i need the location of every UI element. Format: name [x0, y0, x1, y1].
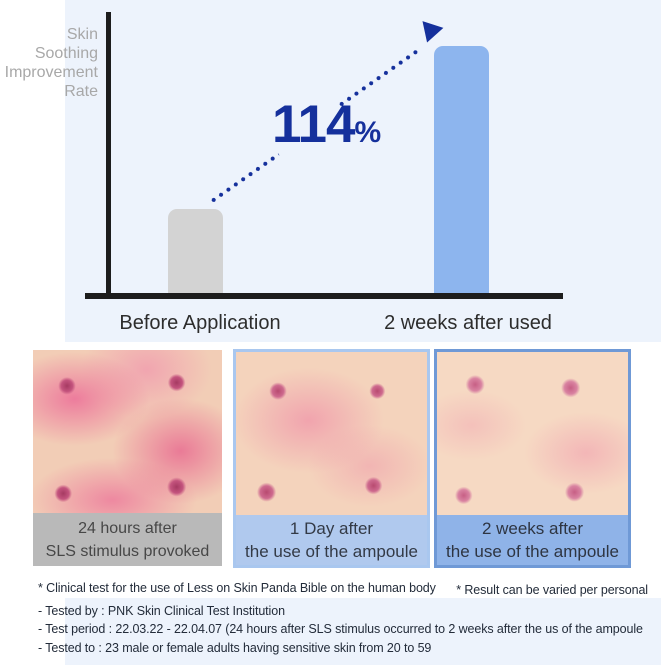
x-label-before-application: Before Application	[119, 312, 281, 334]
y-axis-label: Skin Soothing Improvement Rate	[0, 25, 98, 101]
caption-line-1: 1 Day after	[289, 519, 374, 538]
y-axis-label-line: Soothing	[34, 45, 98, 62]
footnote-tested-to: - Tested to : 23 male or female adults h…	[38, 641, 432, 655]
footnote-clinical-test: * Clinical test for the use of Less on S…	[38, 581, 436, 595]
photo-caption: 1 Day after the use of the ampoule	[236, 515, 427, 565]
footnote-background	[65, 598, 661, 665]
improvement-number: 114	[272, 95, 356, 154]
photo-panel-2-weeks: 2 weeks after the use of the ampoule	[434, 349, 631, 568]
y-axis-label-line: Improvement	[4, 64, 98, 81]
caption-line-2: SLS stimulus provoked	[45, 542, 210, 560]
bar-before-application	[168, 209, 223, 293]
y-axis-label-line: Rate	[64, 83, 98, 100]
footnote-test-period: - Test period : 22.03.22 - 22.04.07 (24 …	[38, 622, 643, 636]
skin-photo-1-day-after-ampoule	[236, 352, 427, 515]
caption-line-2: the use of the ampoule	[446, 542, 619, 561]
bar-2-weeks-after-used	[434, 46, 489, 293]
improvement-percentage: 114%	[272, 98, 381, 151]
photo-panel-1-day: 1 Day after the use of the ampoule	[233, 349, 430, 568]
skin-photo-24-hours-after-sls	[33, 350, 222, 513]
footnote-result-disclaimer: * Result can be varied per personal	[456, 583, 648, 597]
caption-line-1: 24 hours after	[78, 519, 177, 537]
x-axis-line	[85, 293, 563, 299]
photo-caption: 24 hours after SLS stimulus provoked	[33, 513, 222, 566]
caption-line-1: 2 weeks after	[481, 519, 584, 538]
photo-caption: 2 weeks after the use of the ampoule	[437, 515, 628, 565]
y-axis-line	[106, 12, 111, 299]
skin-photo-2-weeks-after-ampoule	[437, 352, 628, 515]
y-axis-label-line: Skin	[66, 26, 98, 43]
chart-background	[65, 0, 661, 342]
photo-panel-24-hours: 24 hours after SLS stimulus provoked	[33, 350, 222, 566]
x-label-2-weeks-after-used: 2 weeks after used	[384, 312, 552, 334]
percent-sign: %	[354, 116, 382, 149]
footnote-tested-by: - Tested by : PNK Skin Clinical Test Ins…	[38, 604, 285, 618]
caption-line-2: the use of the ampoule	[245, 542, 418, 561]
